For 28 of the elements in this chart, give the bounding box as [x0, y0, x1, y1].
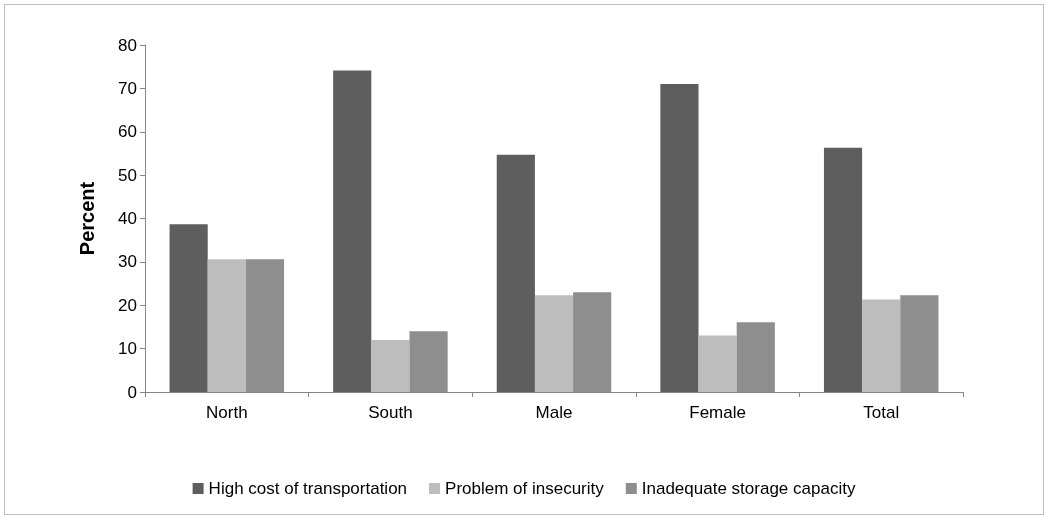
y-tick-label: 50 — [118, 165, 137, 185]
x-tick-label: Male — [535, 403, 573, 422]
legend-label: High cost of transportation — [208, 479, 408, 498]
y-tick-label: 40 — [118, 209, 137, 228]
legend-label: Inadequate storage capacity — [641, 479, 856, 498]
y-axis-title: Percent — [76, 181, 98, 256]
x-tick-label: Total — [863, 403, 900, 422]
x-tick-label: Female — [689, 403, 746, 422]
y-tick-label: 80 — [118, 35, 137, 55]
bar — [862, 299, 901, 392]
bar — [496, 154, 535, 392]
legend-label: Problem of insecurity — [445, 479, 605, 498]
bar — [534, 295, 574, 392]
bar — [333, 70, 372, 392]
bar — [169, 224, 208, 392]
y-tick-label: 0 — [127, 382, 137, 402]
x-tick-label: North — [206, 403, 248, 422]
bar — [660, 84, 699, 392]
x-tick-label: South — [368, 403, 413, 422]
y-tick-label: 20 — [118, 295, 137, 315]
y-tick-label: 10 — [118, 339, 137, 359]
y-tick-label: 70 — [118, 78, 137, 98]
bar — [371, 339, 410, 392]
bar — [698, 335, 737, 392]
y-tick-label: 60 — [118, 122, 137, 142]
bar — [207, 259, 246, 392]
bar — [823, 147, 863, 392]
y-tick-label: 30 — [118, 252, 137, 272]
